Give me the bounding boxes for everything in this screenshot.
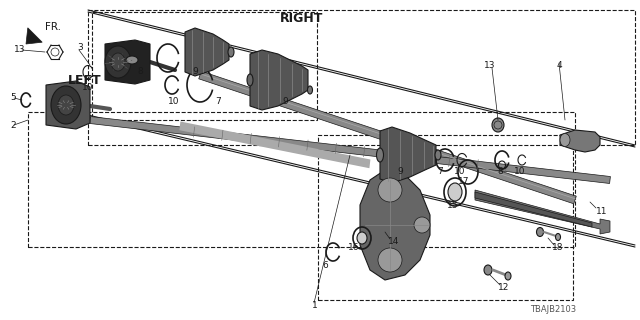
Polygon shape	[185, 28, 229, 76]
Ellipse shape	[536, 228, 543, 236]
Ellipse shape	[376, 148, 383, 162]
Ellipse shape	[105, 46, 131, 78]
Text: 9: 9	[282, 98, 288, 107]
Text: 10: 10	[515, 167, 525, 177]
Text: 13: 13	[484, 60, 496, 69]
Ellipse shape	[505, 272, 511, 280]
Ellipse shape	[111, 53, 125, 71]
Text: LEFT: LEFT	[68, 74, 102, 86]
Text: 13: 13	[14, 45, 26, 54]
Text: 18: 18	[552, 244, 563, 252]
Circle shape	[378, 178, 402, 202]
Ellipse shape	[357, 232, 367, 244]
Text: FR.: FR.	[45, 22, 61, 32]
Polygon shape	[475, 192, 592, 227]
Text: 11: 11	[596, 207, 607, 217]
Text: 10: 10	[168, 98, 180, 107]
Text: 10: 10	[83, 83, 93, 92]
Polygon shape	[46, 81, 90, 129]
Ellipse shape	[484, 265, 492, 275]
Text: 9: 9	[192, 68, 198, 76]
Polygon shape	[105, 40, 150, 84]
Text: 3: 3	[77, 44, 83, 52]
Polygon shape	[26, 28, 42, 44]
Polygon shape	[179, 122, 371, 168]
Ellipse shape	[126, 56, 138, 64]
Text: 9: 9	[397, 167, 403, 177]
Polygon shape	[250, 50, 308, 110]
Text: 8: 8	[497, 167, 503, 177]
Polygon shape	[199, 71, 576, 204]
Polygon shape	[90, 116, 611, 183]
Polygon shape	[380, 127, 436, 183]
Ellipse shape	[307, 86, 312, 94]
Ellipse shape	[51, 86, 81, 124]
Text: 14: 14	[388, 237, 399, 246]
Text: 10: 10	[454, 167, 466, 177]
Ellipse shape	[556, 234, 561, 241]
Text: 15: 15	[447, 201, 458, 210]
Text: 4: 4	[557, 60, 563, 69]
Polygon shape	[360, 170, 430, 280]
Ellipse shape	[448, 183, 462, 201]
Circle shape	[378, 248, 402, 272]
Text: 17: 17	[458, 178, 470, 187]
Polygon shape	[560, 130, 600, 152]
Ellipse shape	[228, 47, 234, 57]
Polygon shape	[475, 190, 610, 234]
Text: 8: 8	[137, 68, 143, 76]
Text: 6: 6	[322, 261, 328, 270]
Ellipse shape	[58, 95, 74, 115]
Text: RIGHT: RIGHT	[280, 12, 323, 25]
Text: 1: 1	[312, 301, 317, 310]
Ellipse shape	[560, 133, 570, 147]
Text: 12: 12	[498, 284, 509, 292]
Text: TBAJB2103: TBAJB2103	[530, 306, 576, 315]
Text: 7: 7	[437, 167, 443, 177]
Text: 7: 7	[215, 98, 221, 107]
Text: 5: 5	[10, 93, 16, 102]
Text: 2: 2	[10, 121, 15, 130]
Text: 16: 16	[348, 244, 360, 252]
Ellipse shape	[247, 74, 253, 86]
Ellipse shape	[435, 150, 441, 160]
Ellipse shape	[492, 118, 504, 132]
Circle shape	[414, 217, 430, 233]
